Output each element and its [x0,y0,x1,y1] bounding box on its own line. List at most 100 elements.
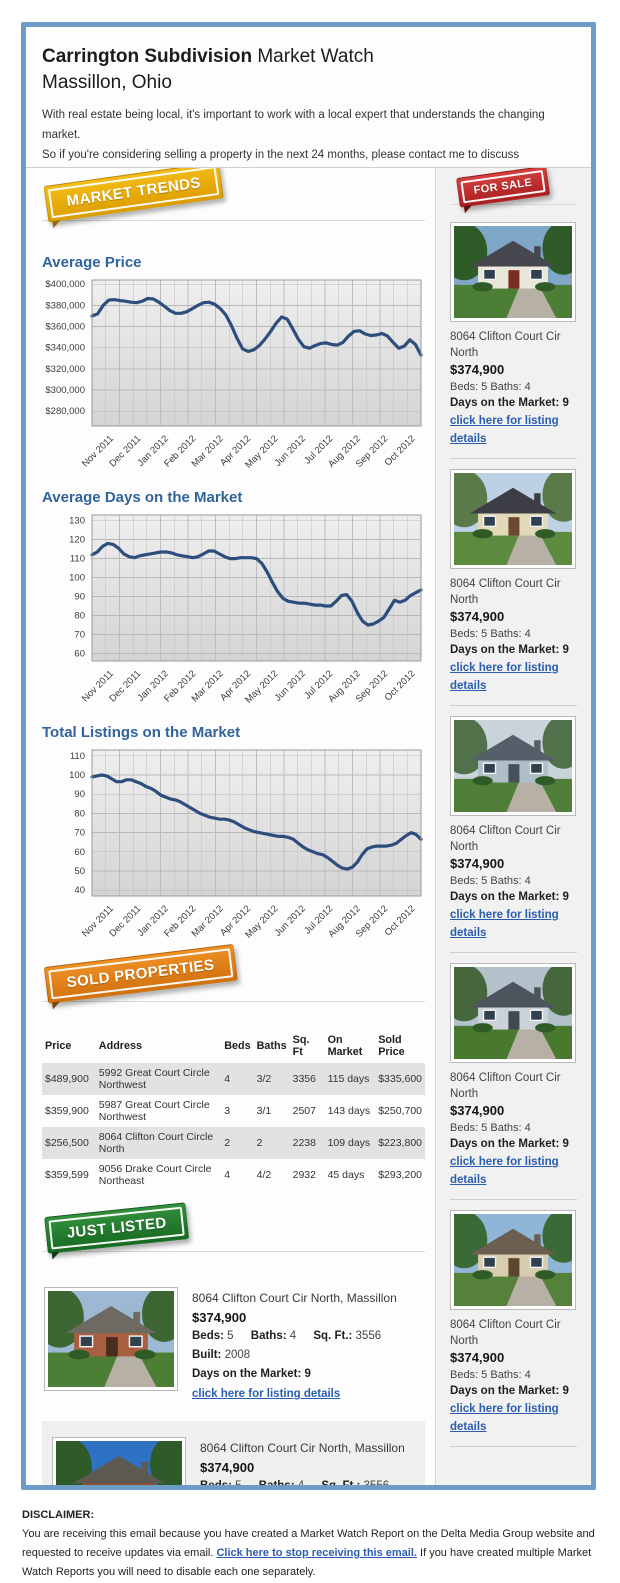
spec-value: 3556 [355,1330,382,1342]
spec-value: 4 [298,1480,304,1485]
svg-text:$400,000: $400,000 [45,279,85,290]
svg-text:40: 40 [74,885,85,896]
svg-text:100: 100 [69,770,85,781]
just-listed-ribbon-label: JUST LISTED [48,1206,186,1250]
spec-label: Beds: [192,1330,224,1342]
listing-address: 8064 Clifton Court Cir North [450,1072,561,1100]
column-header: Sold Price [378,1034,405,1058]
house-illustration [454,226,572,318]
house-illustration [48,1291,174,1387]
svg-text:90: 90 [74,592,85,603]
svg-text:Oct 2012: Oct 2012 [383,903,418,938]
spec-label: Beds: [200,1480,232,1485]
section-divider [42,220,425,221]
for-sale-sidebar: FOR SALE 8064 Clifton Court Cir North $3… [435,168,591,1485]
house-illustration [454,967,572,1059]
house-photo[interactable] [450,222,576,322]
report-header: Carrington Subdivision Market Watch Mass… [26,27,591,201]
house-illustration [454,1214,572,1306]
email-frame: Carrington Subdivision Market Watch Mass… [21,22,596,1490]
for-sale-section-header: FOR SALE [450,168,577,222]
listing-address: 8064 Clifton Court Cir North [450,1319,561,1347]
spec-label: Baths: [250,1330,287,1342]
sold-properties-ribbon-label: SOLD PROPERTIES [48,948,233,1000]
listing-beds-baths: Beds: 5 Baths: 4 [450,628,531,640]
table-header-row: Price Address Beds Baths Sq. Ft On Market Sold… [42,1029,425,1063]
house-photo[interactable] [450,963,576,1063]
table-row: $359,599 9056 Drake Court Circle Northeas… [42,1159,425,1191]
for-sale-ribbon: FOR SALE [455,168,551,208]
listing-price: $374,900 [192,1310,247,1325]
svg-text:Oct 2012: Oct 2012 [383,668,418,703]
total-listings-heading: Total Listings on the Market [42,724,241,741]
house-photo[interactable] [450,1210,576,1310]
spec-label: Sq. Ft.: [321,1480,360,1485]
listing-details-link[interactable]: click here for listing details [450,1403,559,1433]
listing-details-link[interactable]: click here for listing details [450,909,559,939]
column-header: Address [98,1040,143,1052]
listing-days-on-market: Days on the Market: 9 [450,644,569,656]
table-cell: $335,600 [378,1073,422,1085]
section-divider [42,1001,425,1002]
spec-label: Baths: [259,1480,295,1485]
table-cell: 115 days [327,1073,370,1085]
spec-value: 4 [289,1330,297,1342]
listing-beds-baths: Beds: 5 Baths: 4 [450,1369,531,1381]
svg-text:50: 50 [74,866,85,877]
listing-price: $374,900 [200,1460,255,1475]
table-cell: 3/2 [256,1073,272,1085]
for-sale-listing: 8064 Clifton Court Cir North $374,900 Be… [450,716,577,953]
house-photo[interactable] [44,1287,178,1391]
table-cell: $256,500 [45,1137,89,1149]
listing-details-link[interactable]: click here for listing details [450,1156,559,1186]
house-photo[interactable] [450,469,576,569]
average-days-heading: Average Days on the Market [42,489,243,506]
table-cell: $359,599 [45,1169,89,1181]
just-listed-section-header: JUST LISTED [42,1202,425,1275]
section-divider [450,204,577,205]
svg-text:130: 130 [69,516,85,527]
listing-specs: Beds: 5 Baths: 4 Sq. Ft.: 3556 Built: 20… [192,1327,417,1365]
table-row: $489,900 5992 Great Court Circle Northwes… [42,1063,425,1095]
listing-price: $374,900 [450,856,505,871]
svg-text:80: 80 [74,808,85,819]
table-cell: 3 [224,1105,231,1117]
table-cell: 2932 [292,1169,316,1181]
sold-properties-ribbon: SOLD PROPERTIES [43,943,238,1004]
spec-value: 2008 [224,1349,251,1361]
table-cell: 8064 Clifton Court Circle North [98,1131,214,1155]
listing-price: $374,900 [450,1350,505,1365]
listing-details-link[interactable]: click here for listing details [450,662,559,692]
table-row: $359,900 5987 Great Court Circle Northwes… [42,1095,425,1127]
svg-text:70: 70 [74,828,85,839]
column-header: Price [45,1040,72,1052]
unsubscribe-link[interactable]: Click here to stop receiving this email. [216,1547,417,1559]
table-cell: $359,900 [45,1105,89,1117]
disclaimer-heading: DISCLAIMER: [22,1509,95,1521]
table-cell: 4 [224,1073,231,1085]
for-sale-listing: 8064 Clifton Court Cir North $374,900 Be… [450,469,577,706]
house-photo[interactable] [450,716,576,816]
for-sale-listing: 8064 Clifton Court Cir North $374,900 Be… [450,963,577,1200]
average-price-heading: Average Price [42,254,142,271]
listing-details-link[interactable]: click here for listing details [192,1388,341,1400]
market-trends-section-header: MARKET TRENDS [42,168,425,244]
column-header: Sq. Ft [292,1034,310,1058]
svg-text:60: 60 [74,648,85,659]
listing-days-on-market: Days on the Market: 9 [192,1368,311,1380]
house-photo[interactable] [52,1437,186,1485]
svg-text:$340,000: $340,000 [45,343,85,354]
total-listings-chart: 110 100 90 80 70 60 50 40 Nov 2011 Dec 2011 Jan 20… [42,745,425,943]
average-days-chart: 130 120 110 100 90 80 70 60 Nov 2011 Dec 2011 Jan … [42,510,425,708]
listing-days-on-market: Days on the Market: 9 [450,397,569,409]
disclaimer-text: If you have created multiple Market Watc… [22,1547,592,1578]
listing-days-on-market: Days on the Market: 9 [450,1138,569,1150]
svg-text:80: 80 [74,611,85,622]
just-listed-ribbon: JUST LISTED [44,1202,190,1254]
table-cell: 9056 Drake Court Circle Northeast [98,1163,212,1187]
table-cell: 2507 [292,1105,316,1117]
table-cell: 3356 [292,1073,316,1085]
listing-details-link[interactable]: click here for listing details [450,415,559,445]
for-sale-ribbon-label: FOR SALE [460,170,546,204]
spec-value: 5 [227,1330,234,1342]
